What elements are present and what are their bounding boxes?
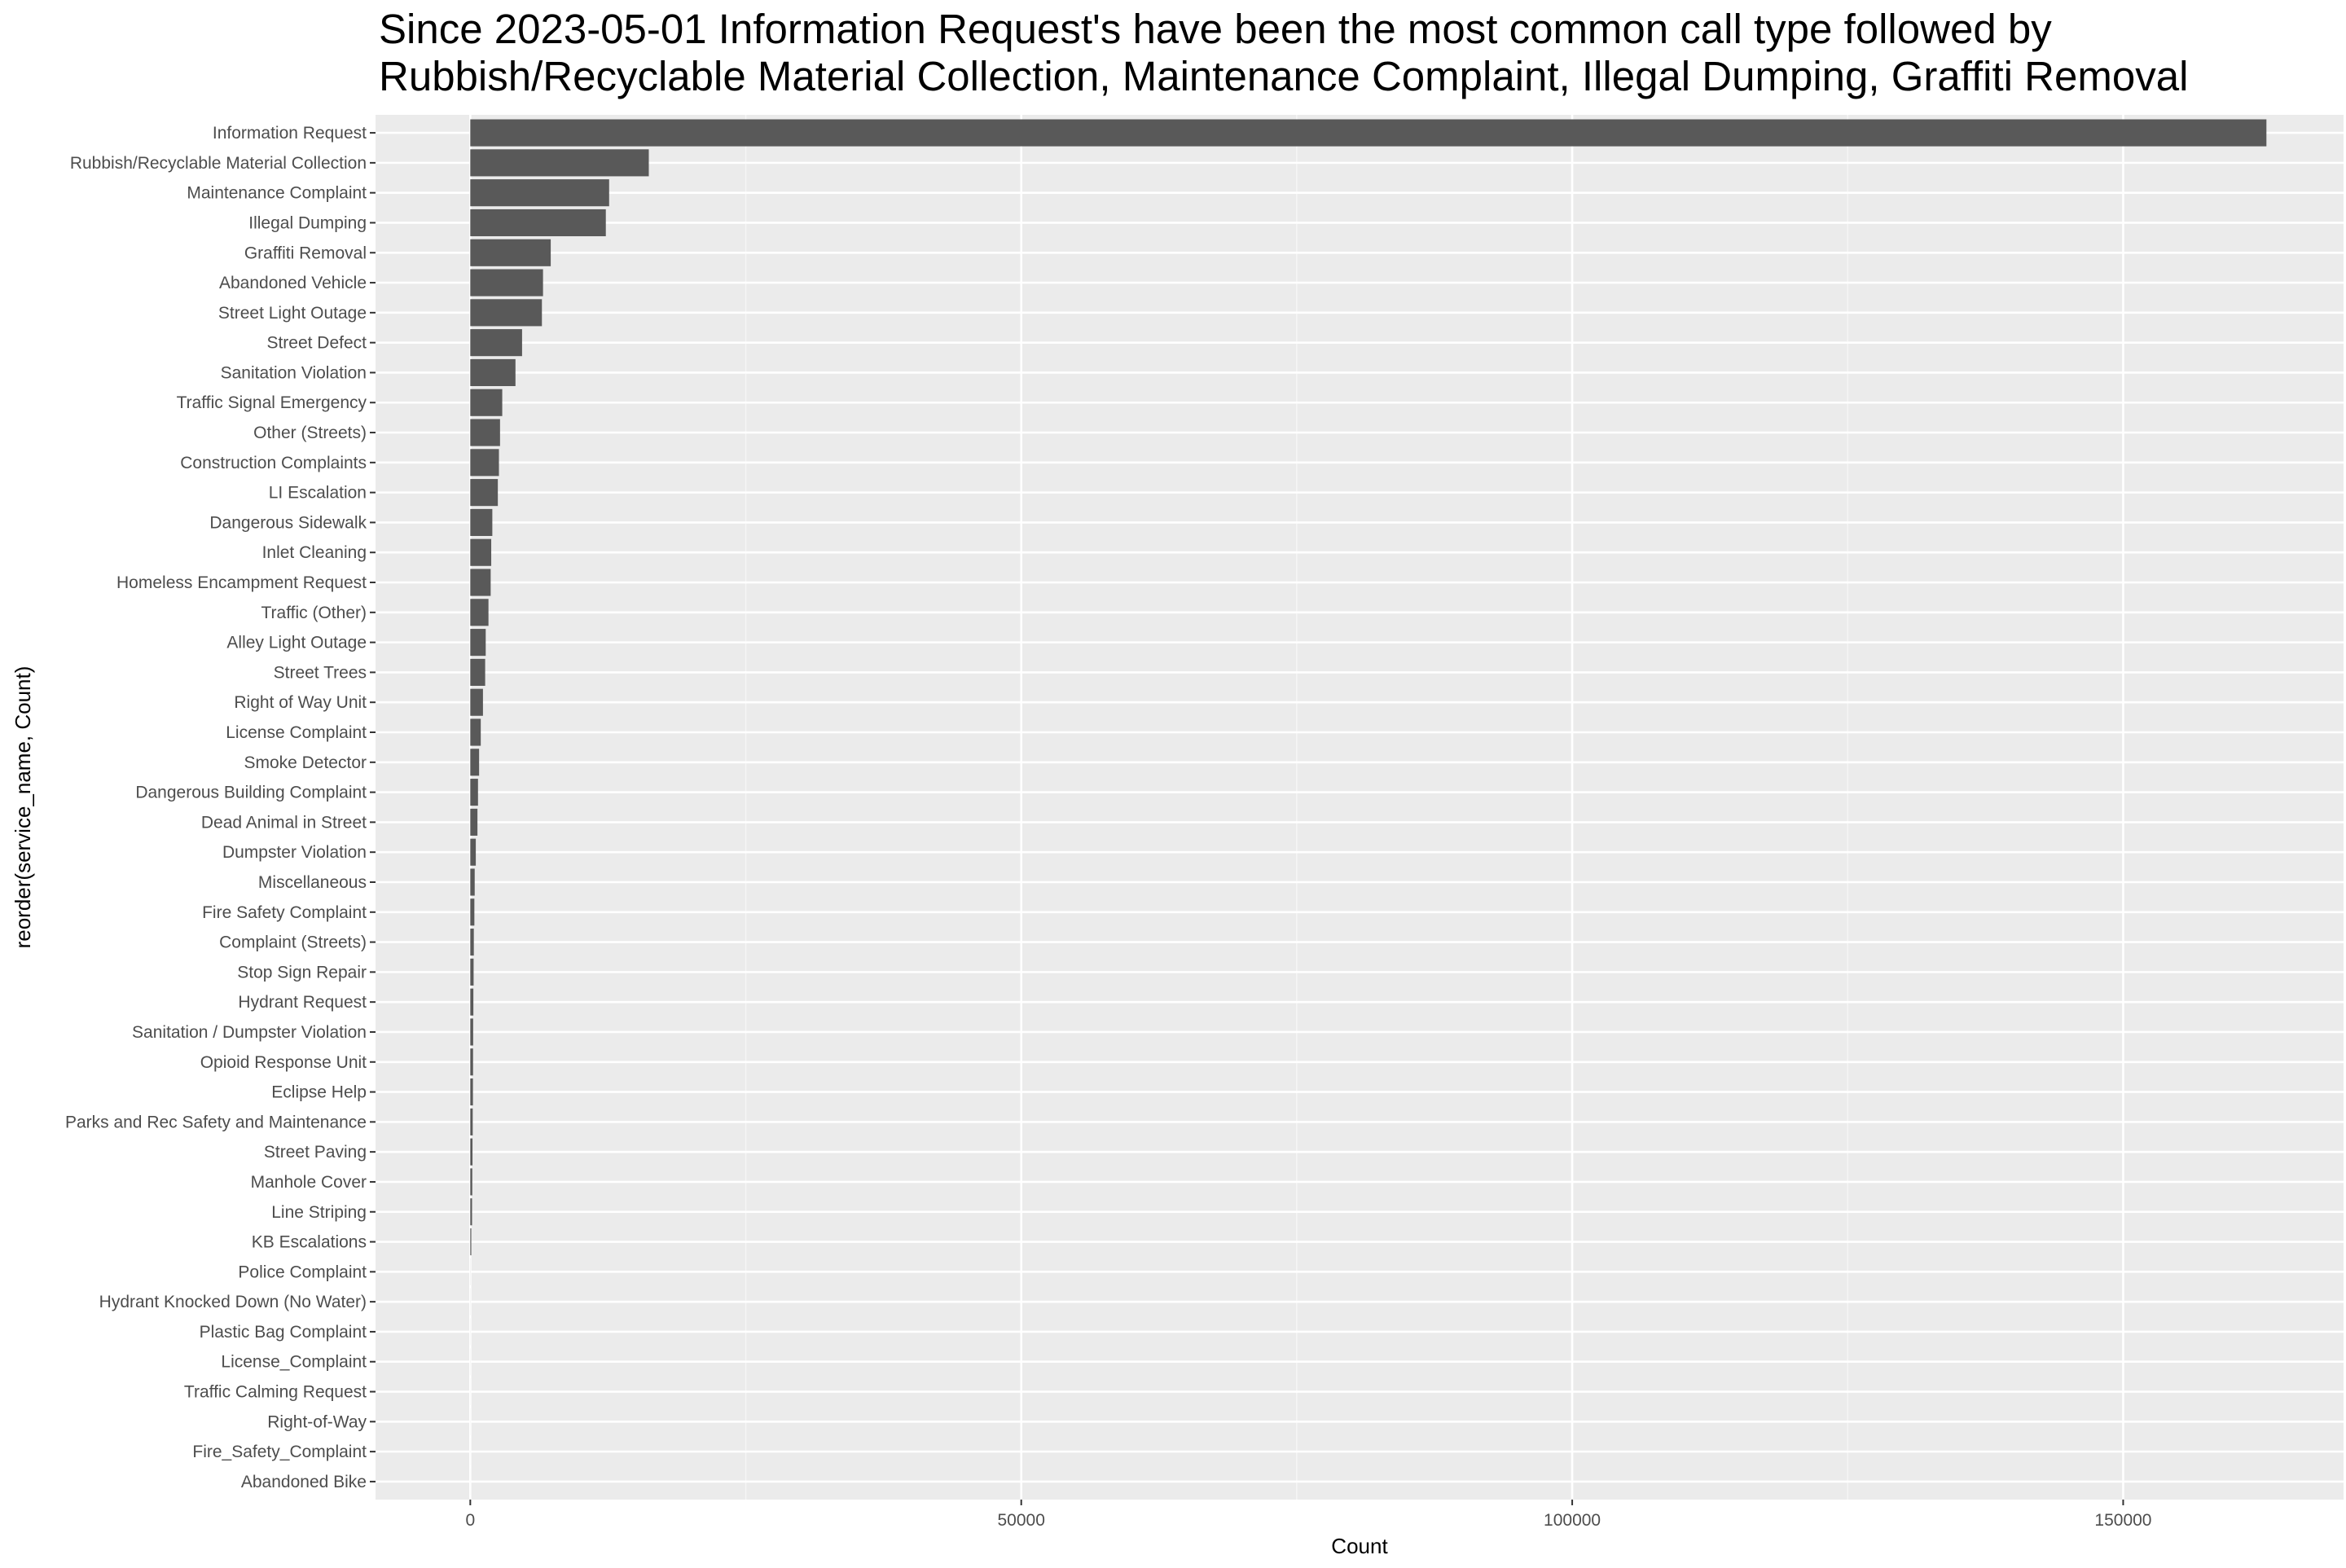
bar (470, 1109, 472, 1135)
bar (470, 929, 473, 955)
y-tick-label: Street Light Outage (218, 304, 367, 323)
y-tick-label: Graffiti Removal (244, 244, 367, 262)
bar (470, 239, 551, 266)
bar (470, 629, 485, 656)
y-tick-label: Street Trees (274, 663, 367, 682)
y-tick-label: Traffic Calming Request (184, 1383, 367, 1402)
y-tick-label: Abandoned Vehicle (219, 274, 367, 292)
y-tick-label: Hydrant Request (238, 993, 367, 1012)
chart-title-line-1: Since 2023-05-01 Information Request's h… (379, 6, 2052, 52)
bar (470, 749, 479, 775)
y-tick-label: Abandoned Bike (241, 1473, 367, 1491)
y-tick-label: Other (Streets) (253, 424, 367, 442)
bar (470, 569, 490, 595)
bar (470, 1198, 472, 1225)
bar (470, 659, 485, 686)
bar (470, 299, 542, 326)
y-tick-label: License Complaint (226, 723, 367, 742)
chart-title-line-2: Rubbish/Recyclable Material Collection, … (379, 53, 2188, 99)
x-axis-title: Count (1331, 1534, 1388, 1558)
bar (470, 419, 500, 446)
bar (470, 120, 2266, 147)
y-tick-label: License_Complaint (221, 1353, 367, 1372)
bar (470, 1168, 472, 1195)
y-tick-label: Right of Way Unit (234, 693, 367, 712)
y-tick-label: Dangerous Building Complaint (135, 784, 367, 802)
bar (470, 689, 483, 716)
y-tick-label: Line Striping (271, 1203, 367, 1222)
bar (470, 989, 473, 1016)
y-tick-label: Traffic (Other) (261, 604, 367, 622)
y-tick-label: KB Escalations (252, 1233, 367, 1252)
y-tick-label: LI Escalation (269, 484, 367, 503)
y-tick-label: Opioid Response Unit (200, 1053, 367, 1072)
bar (470, 718, 481, 745)
y-tick-label: Street Paving (264, 1143, 367, 1162)
y-tick-label: Sanitation / Dumpster Violation (132, 1023, 367, 1042)
y-axis: Information Request Rubbish/Recyclable Ma… (65, 124, 376, 1491)
y-tick-label: Maintenance Complaint (187, 184, 367, 203)
bar (470, 1078, 472, 1105)
bar (470, 149, 648, 176)
bar (470, 1048, 472, 1075)
bar (470, 329, 522, 356)
bar (470, 1139, 472, 1166)
bar (470, 179, 608, 206)
y-tick-label: Illegal Dumping (248, 213, 367, 232)
y-tick-label: Smoke Detector (244, 753, 367, 772)
y-tick-label: Police Complaint (238, 1263, 367, 1281)
y-tick-label: Rubbish/Recyclable Material Collection (70, 154, 367, 173)
y-tick-label: Eclipse Help (271, 1083, 367, 1102)
y-tick-label: Information Request (213, 124, 367, 143)
x-tick-label: 50000 (998, 1511, 1045, 1530)
bar (470, 479, 498, 506)
y-tick-label: Sanitation Violation (221, 363, 367, 382)
y-tick-label: Right-of-Way (267, 1412, 367, 1431)
y-tick-label: Dangerous Sidewalk (209, 513, 367, 532)
plot-panel (376, 115, 2344, 1500)
y-tick-label: Plastic Bag Complaint (200, 1323, 367, 1342)
y-tick-label: Alley Light Outage (226, 634, 367, 652)
x-axis: 0 50000 100000 150000 (465, 1500, 2151, 1530)
y-tick-label: Dumpster Violation (222, 843, 367, 862)
bar (470, 359, 515, 386)
y-tick-label: Homeless Encampment Request (116, 573, 367, 592)
x-tick-label: 0 (465, 1511, 475, 1530)
y-tick-label: Parks and Rec Safety and Maintenance (65, 1113, 367, 1131)
bar (470, 209, 605, 236)
y-tick-label: Hydrant Knocked Down (No Water) (99, 1293, 367, 1311)
bar (470, 599, 488, 626)
bar (470, 809, 477, 836)
y-tick-label: Stop Sign Repair (237, 963, 367, 982)
bar (470, 509, 492, 536)
y-tick-label: Fire Safety Complaint (202, 903, 367, 922)
y-tick-label: Construction Complaints (180, 454, 367, 472)
y-tick-label: Miscellaneous (258, 873, 367, 892)
y-tick-label: Complaint (Streets) (219, 933, 367, 952)
y-tick-label: Traffic Signal Emergency (177, 393, 367, 412)
y-tick-label: Manhole Cover (251, 1173, 367, 1192)
bar (470, 539, 491, 566)
bar (470, 839, 476, 866)
bar (470, 779, 477, 806)
bar (470, 389, 502, 416)
bar (470, 868, 474, 895)
y-tick-label: Dead Animal in Street (201, 813, 367, 832)
bar (470, 898, 474, 925)
bar (470, 449, 499, 476)
y-tick-label: Inlet Cleaning (262, 543, 367, 562)
y-tick-label: Fire_Safety_Complaint (192, 1443, 367, 1461)
bar (470, 270, 543, 296)
y-tick-label: Street Defect (266, 334, 367, 353)
bar (470, 1228, 471, 1255)
y-axis-title: reorder(service_name, Count) (11, 666, 35, 949)
bar (470, 1018, 473, 1045)
bar (470, 959, 473, 986)
x-tick-label: 150000 (2094, 1511, 2151, 1530)
x-tick-label: 100000 (1544, 1511, 1601, 1530)
